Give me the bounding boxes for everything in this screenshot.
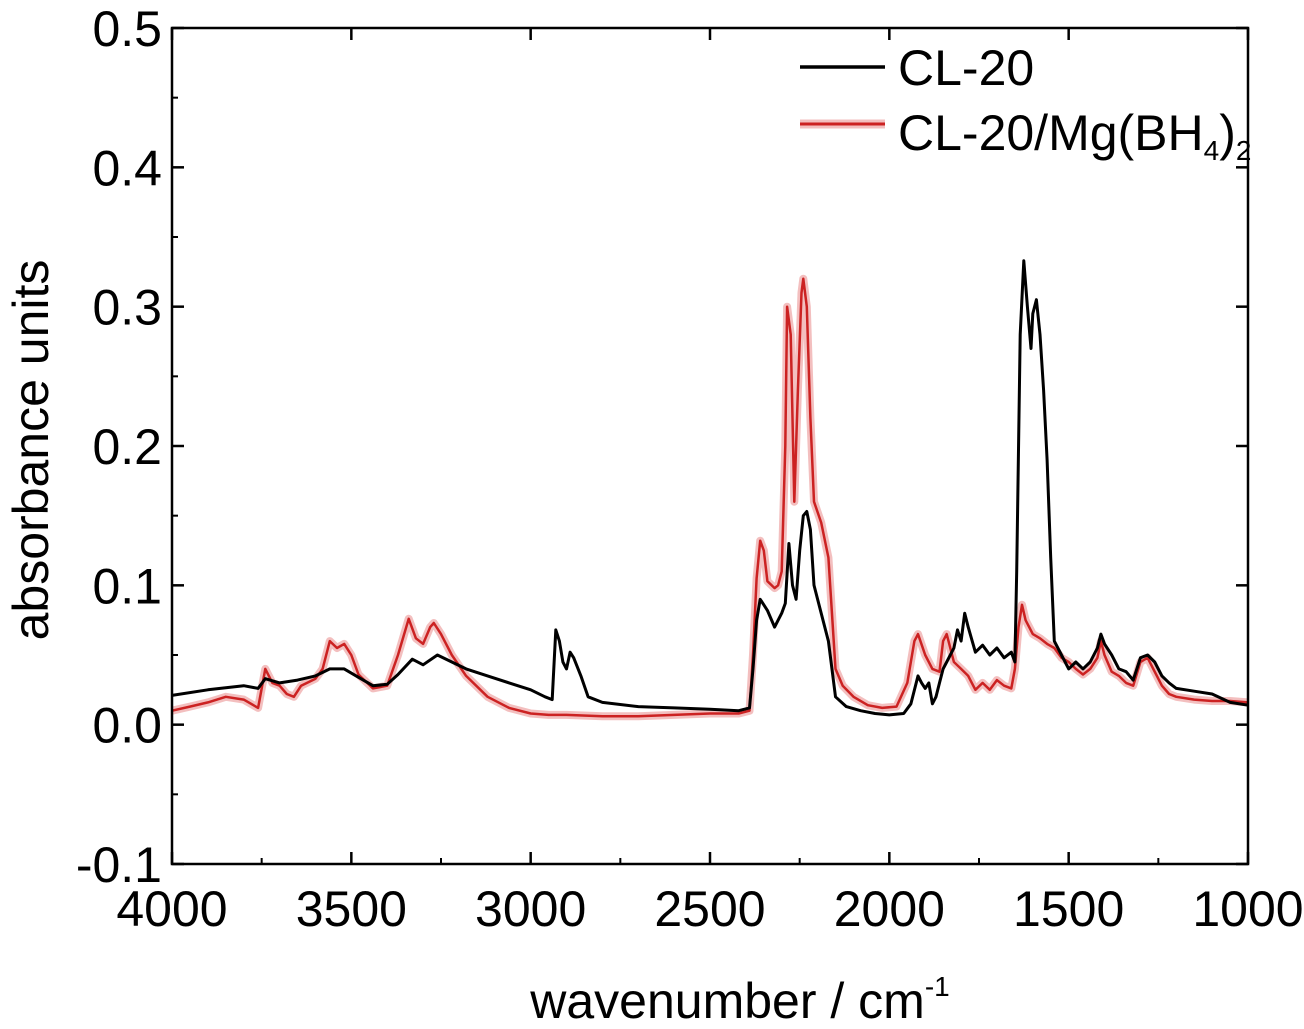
legend: CL-20 CL-20/Mg(BH4)2 (800, 40, 1251, 166)
y-axis-label: absorbance units (3, 260, 59, 641)
series-layer (171, 259, 1249, 721)
y-axis: -0.1 0.0 0.1 0.2 0.3 0.4 0.5 (76, 1, 1248, 893)
legend-label-sub-2: 2 (1236, 135, 1252, 166)
x-tick-label: 4000 (116, 881, 227, 937)
x-tick-label: 2000 (834, 881, 945, 937)
legend-label-cl20-mgbh4: CL-20/Mg(BH4)2 (898, 105, 1251, 166)
x-tick-label: 1500 (1013, 881, 1124, 937)
x-tick-label: 2500 (654, 881, 765, 937)
x-tick-label: 3000 (475, 881, 586, 937)
x-tick-label: 3500 (296, 881, 407, 937)
series-line-cl20 (171, 259, 1249, 717)
x-axis-label: wavenumber / cm-1 (529, 971, 950, 1029)
legend-label-paren: ) (1219, 105, 1236, 161)
legend-label-sub-4: 4 (1204, 135, 1220, 166)
x-tick-label: 1000 (1192, 881, 1303, 937)
x-axis-label-text: wavenumber / cm (529, 973, 925, 1029)
series-line-cl20-mgbh4 (171, 277, 1249, 718)
y-tick-label: 0.1 (92, 558, 162, 614)
y-tick-label: 0.0 (92, 698, 162, 754)
y-tick-label: 0.3 (92, 280, 162, 336)
legend-label-cl20: CL-20 (898, 40, 1034, 96)
x-axis: 4000 3500 3000 2500 2000 1500 1000 (116, 28, 1304, 937)
y-tick-label: -0.1 (76, 837, 162, 893)
y-tick-label: 0.2 (92, 419, 162, 475)
legend-label-cl20-mgbh4-text: CL-20/Mg(BH (898, 105, 1204, 161)
y-tick-label: 0.4 (92, 140, 162, 196)
y-tick-label: 0.5 (92, 1, 162, 57)
x-axis-label-superscript: -1 (925, 971, 950, 1002)
